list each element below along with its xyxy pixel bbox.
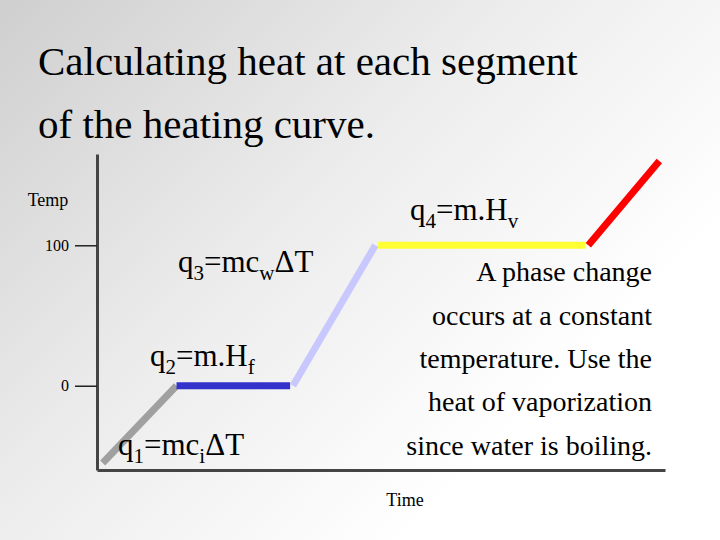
x-axis <box>98 470 666 471</box>
formula-text: q <box>118 427 134 462</box>
x-axis-line <box>98 469 666 472</box>
note-line: occurs at a constant <box>432 300 652 331</box>
formula-text: q <box>410 192 426 227</box>
subscript: 3 <box>194 261 205 285</box>
plot-lines <box>103 161 660 463</box>
curve-segment <box>588 161 659 245</box>
y-tick-label: 0 <box>61 377 69 394</box>
formula: q4=m.Hv <box>410 192 519 233</box>
formula-text: ΔT <box>205 427 244 462</box>
y-tick-mark <box>75 245 97 247</box>
title: Calculating heat at each segment <box>38 38 578 84</box>
formula-text: =mc <box>144 427 199 462</box>
formula-text: =m.H <box>436 192 508 227</box>
y-tick-mark <box>75 385 97 387</box>
formula: q2=m.Hf <box>150 338 255 379</box>
formula-text: =mc <box>204 244 259 279</box>
formula: q3=mcwΔT <box>178 244 313 285</box>
note-line: since water is boiling. <box>406 430 652 461</box>
y-axis-line <box>96 155 99 471</box>
x-axis-title: Time <box>386 490 423 510</box>
title: of the heating curve. <box>38 101 375 147</box>
y-tick: 0 <box>61 377 97 394</box>
slide: Calculating heat at each segment of the h… <box>0 0 720 540</box>
subscript: 1 <box>134 444 145 468</box>
formula-text: q <box>178 244 194 279</box>
note-line: temperature. Use the <box>420 343 652 374</box>
formula: q1=mciΔT <box>118 427 244 468</box>
subscript: v <box>508 209 519 233</box>
subscript: 2 <box>166 355 177 379</box>
y-tick: 100 <box>45 237 97 254</box>
formula-text: q <box>150 338 166 373</box>
subscript: 4 <box>426 209 437 233</box>
subscript: f <box>248 355 255 379</box>
note-line: heat of vaporization <box>428 386 652 417</box>
formula-text: ΔT <box>275 244 314 279</box>
curve-segment <box>378 242 585 249</box>
subscript: w <box>259 261 275 285</box>
y-tick-label: 100 <box>45 237 69 254</box>
note-line: A phase change <box>476 256 652 287</box>
curve-segment <box>177 382 291 389</box>
formula-text: =m.H <box>176 338 248 373</box>
y-axis-title: Temp <box>28 190 69 210</box>
